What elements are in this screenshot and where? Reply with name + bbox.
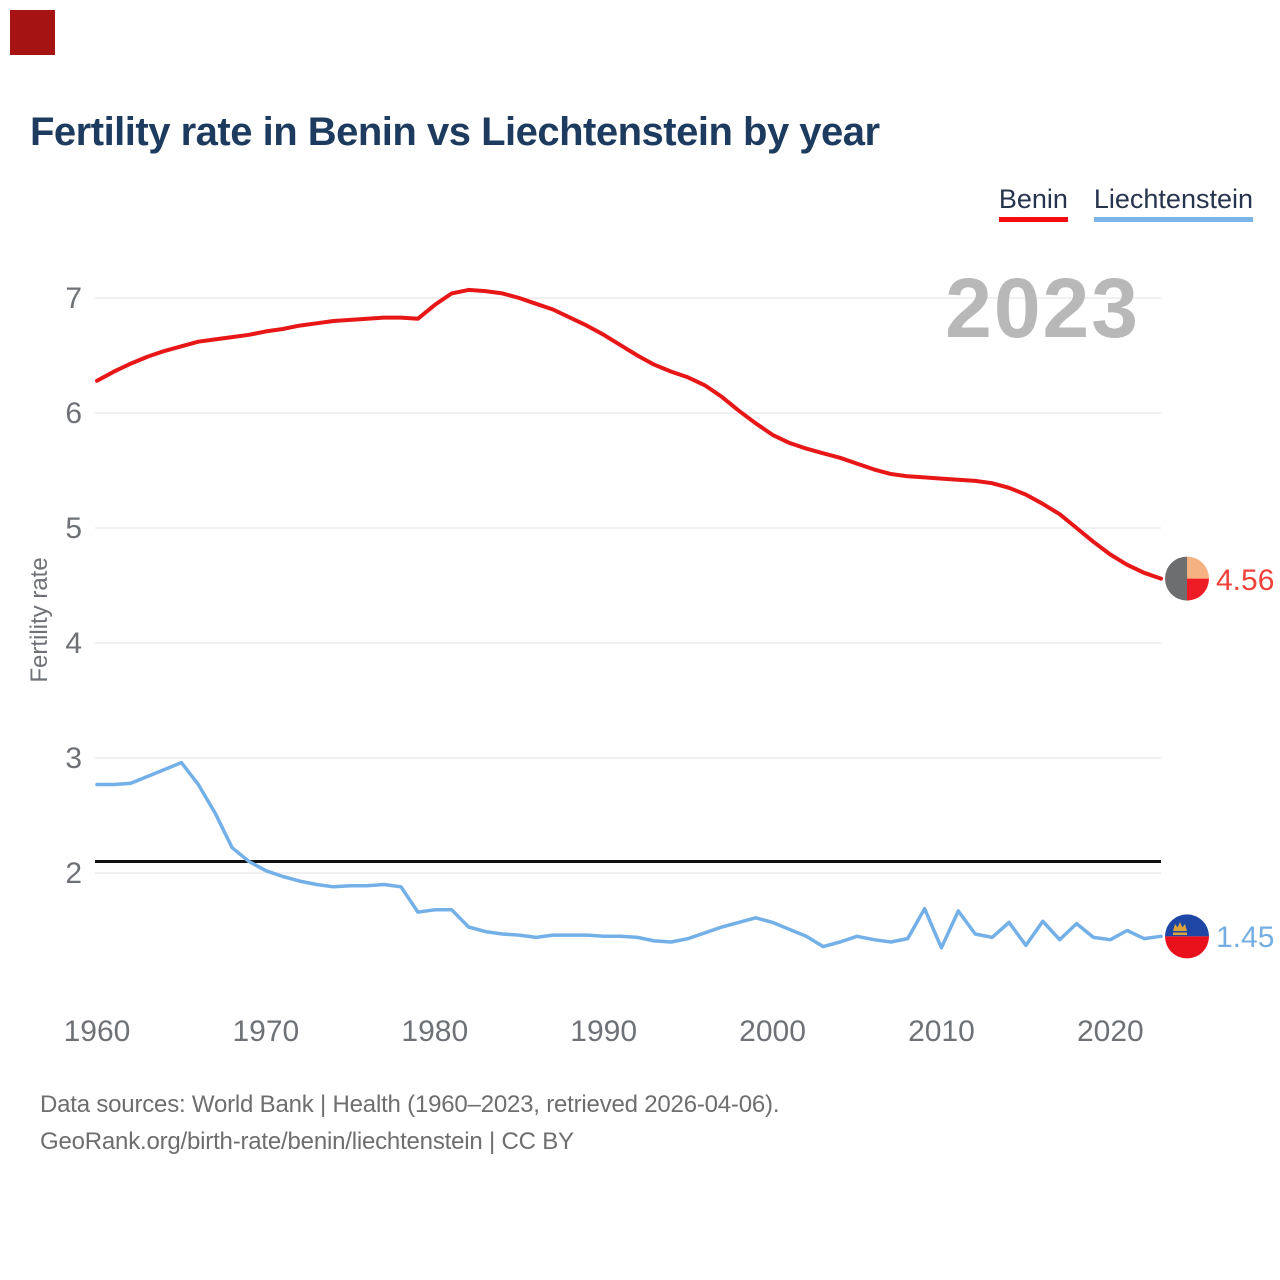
gridlines [95,297,1161,874]
y-tick-label: 3 [65,742,82,775]
footer-attribution-line: GeoRank.org/birth-rate/benin/liechtenste… [40,1128,574,1155]
legend: Benin Liechtenstein [998,186,1253,222]
y-tick-label: 5 [65,512,82,545]
x-tick-label: 1980 [401,1015,468,1048]
liechtenstein-series-line[interactable] [95,760,1163,950]
y-axis-tick-labels: 2 3 4 5 6 7 [65,282,82,890]
y-tick-label: 2 [65,857,82,890]
benin-flag-icon [1165,556,1209,601]
x-tick-label: 1990 [570,1015,637,1048]
x-tick-label: 1960 [64,1015,131,1048]
liechtenstein-flag-icon [1165,914,1209,959]
y-tick-label: 4 [65,627,82,660]
x-tick-label: 2010 [908,1015,975,1048]
footer: Data sources: World Bank | Health (1960–… [40,1086,779,1160]
benin-end-value-label: 4.56 [1216,564,1274,597]
year-watermark: 2023 [945,261,1140,355]
y-tick-label: 7 [65,282,82,315]
x-tick-label: 2000 [739,1015,806,1048]
x-tick-label: 1970 [233,1015,300,1048]
y-axis-label: Fertility rate [26,557,53,682]
legend-item-liechtenstein[interactable]: Liechtenstein [1093,186,1253,222]
corner-watermark-square [10,10,55,55]
footer-sources-line: Data sources: World Bank | Health (1960–… [40,1091,780,1118]
page-title: Fertility rate in Benin vs Liechtenstein… [30,110,880,154]
liechtenstein-end-value-label: 1.45 [1216,921,1274,954]
x-axis-tick-labels: 1960 1970 1980 1990 2000 2010 2020 [64,1015,1144,1048]
x-tick-label: 2020 [1077,1015,1144,1048]
benin-series-line[interactable] [95,287,1163,581]
y-tick-label: 6 [65,397,82,430]
legend-item-benin[interactable]: Benin [998,186,1068,222]
